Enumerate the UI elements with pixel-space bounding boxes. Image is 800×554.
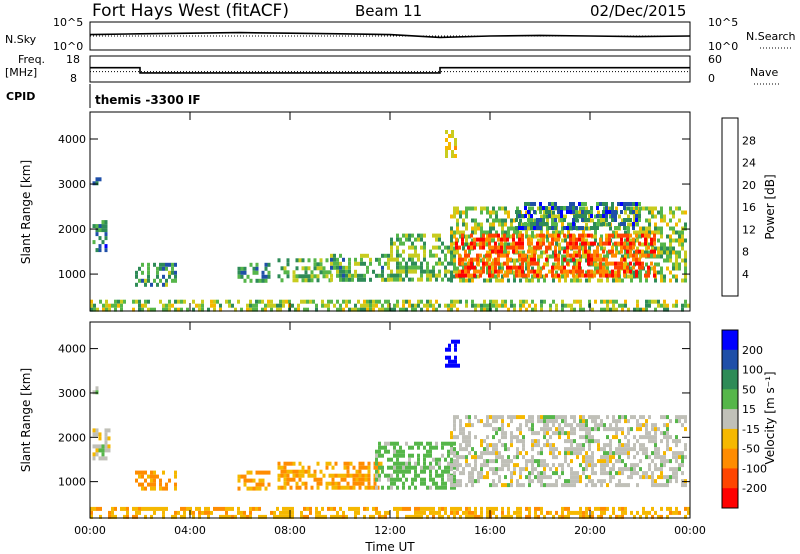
y-tick-label: 2000 [58,223,86,236]
radar-title: Fort Hays West (fitACF) [92,1,289,21]
power-colorbar-label: Power [dB] [763,174,777,239]
cpid-panel: CPID themis -3300 IF [6,84,201,108]
y-tick-label: 2000 [58,431,86,444]
scatter-region [375,441,456,490]
power-colorbar-tick: 24 [742,157,756,170]
x-axis-label: Time UT [364,540,415,554]
noise-tick-right-top: 10^5 [708,16,738,29]
velocity-colorbar-swatch [722,389,738,410]
date-label: 02/Dec/2015 [590,2,686,20]
power-colorbar-tick: 28 [742,134,756,147]
beam-label: Beam 11 [355,2,422,20]
y-tick-label: 3000 [58,178,86,191]
freq-tick-bottom: 8 [70,72,77,85]
power-panel: 1000 2000 3000 4000 Slant Range [km] [19,111,691,312]
scatter-region [92,177,102,186]
power-colorbar: 4 8 12 16 20 24 28 Power [dB] [721,117,777,297]
scatter-region [92,428,111,461]
velocity-panel: 1000 2000 3000 4000 00:00 04:00 08:00 12:00 16:… [19,321,706,554]
x-tick-label: 00:00 [674,524,706,537]
scatter-region [90,299,690,312]
cpid-label: CPID [6,90,35,103]
velocity-colorbar-swatch [722,349,738,371]
scatter-region [390,233,456,282]
power-colorbar-tick: 4 [742,268,749,281]
scatter-region [277,461,383,490]
scatter-region [135,470,177,491]
velocity-colorbar-swatch [722,409,738,430]
velocity-colorbar: 200 100 50 15 -15 -50 -100 -200 Velocity [m s⁻¹… [721,329,777,509]
scatter-region [515,202,641,230]
x-tick-label: 12:00 [374,524,406,537]
noise-tick-left-bottom: 10^0 [53,40,83,53]
scatter-region [277,258,332,283]
velocity-colorbar-tick: 15 [742,403,756,416]
velocity-colorbar-tick: -50 [742,443,760,456]
freq-unit-label: [MHz] [5,66,37,79]
nsky-label: N.Sky [5,33,37,46]
scatter-region [92,220,108,253]
x-tick-label: 04:00 [174,524,206,537]
velocity-colorbar-tick: -15 [742,423,760,436]
x-tick-label: 00:00 [74,524,106,537]
velocity-colorbar-swatch [722,468,738,489]
y-tick-label: 4000 [58,133,86,146]
y-tick-label: 4000 [58,343,86,356]
velocity-colorbar-tick: -100 [742,462,767,475]
velocity-colorbar-swatch [722,488,738,509]
velocity-colorbar-tick: 200 [742,344,763,357]
power-colorbar-tick: 16 [742,201,756,214]
x-tick-label: 08:00 [274,524,306,537]
nsky-line [89,31,691,39]
y-tick-label: 1000 [58,268,86,281]
scatter-region [455,233,656,278]
scatter-region [135,262,177,287]
velocity-colorbar-tick: 100 [742,364,763,377]
noise-panel: N.Sky 10^5 10^0 10^5 10^0 N.Search [5,16,796,53]
velocity-colorbar-label: Velocity [m s⁻¹] [763,371,777,464]
nave-tick-bottom: 0 [708,72,715,85]
x-tick-label: 16:00 [474,524,506,537]
frequency-panel: Freq. [MHz] 18 8 60 0 Nave [5,53,780,85]
velocity-colorbar-tick: 50 [742,383,756,396]
nsearch-label: N.Search [746,30,796,43]
cpid-value: themis -3300 IF [95,93,201,107]
power-colorbar-tick: 8 [742,246,749,259]
power-colorbar-tick: 12 [742,223,756,236]
y-tick-label: 1000 [58,476,86,489]
velocity-colorbar-swatch [722,330,738,351]
noise-tick-right-bottom: 10^0 [708,40,738,53]
scatter-region [445,339,460,368]
velocity-colorbar-swatch [722,448,738,469]
power-colorbar-tick: 20 [742,179,756,192]
nave-tick-top: 60 [708,53,722,66]
velocity-colorbar-swatch [722,369,738,390]
scatter-region [90,506,690,519]
scatter-region [330,253,390,282]
freq-label: Freq. [18,53,45,66]
velocity-colorbar-swatch [722,428,738,450]
power-ylabel: Slant Range [km] [19,160,33,264]
freq-tick-top: 18 [66,53,80,66]
velocity-colorbar-tick: -200 [742,482,767,495]
y-tick-label: 3000 [58,387,86,400]
velocity-ylabel: Slant Range [km] [19,368,33,472]
noise-tick-left-top: 10^5 [53,16,83,29]
x-tick-label: 20:00 [574,524,606,537]
scatter-region [445,130,457,158]
scatter-region [237,470,271,491]
scatter-region [450,415,687,488]
nave-label: Nave [750,66,778,79]
frequency-line [90,66,690,74]
scatter-region [237,262,271,283]
scatter-region [92,386,99,395]
